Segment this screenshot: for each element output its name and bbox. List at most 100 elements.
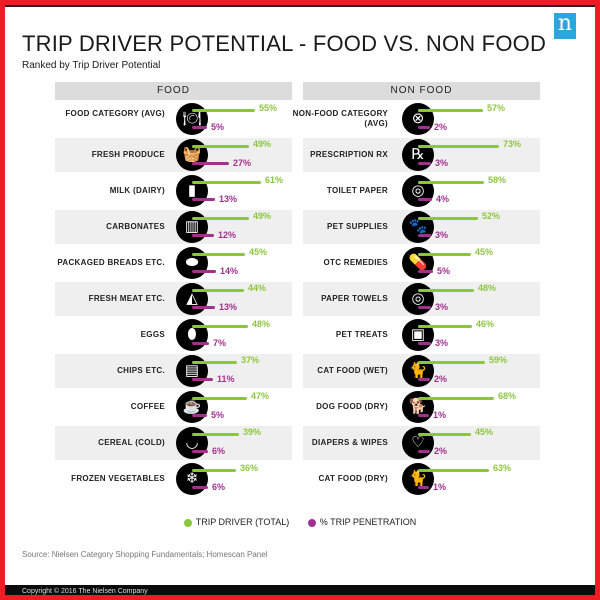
category-label: COFFEE xyxy=(130,402,165,411)
pet-treats-icon: ▣ xyxy=(402,319,434,351)
trip-penetration-value: 6% xyxy=(212,482,226,492)
cereal-bowl-icon: ◡ xyxy=(176,427,208,459)
category-label: PACKAGED BREADS ETC. xyxy=(57,258,165,267)
category-label: CEREAL (COLD) xyxy=(98,438,165,447)
trip-penetration-bar xyxy=(192,234,214,237)
trip-penetration-value: 6% xyxy=(212,446,226,456)
bottle-crate-icon: ▥ xyxy=(176,211,208,243)
trip-penetration-bar xyxy=(192,162,229,165)
trip-driver-value: 49% xyxy=(253,211,272,221)
category-label: CAT FOOD (DRY) xyxy=(318,474,388,483)
category-label: PET TREATS xyxy=(335,330,388,339)
purple-dot-icon xyxy=(307,518,316,527)
category-label: PRESCRIPTION RX xyxy=(310,150,388,159)
trip-driver-bar xyxy=(192,253,245,256)
trip-driver-bar xyxy=(418,109,483,112)
plate-x-icon: ⊗ xyxy=(402,103,434,135)
coffee-cup-icon: ☕ xyxy=(176,391,208,423)
trip-penetration-value: 11% xyxy=(217,374,235,384)
subtitle: Ranked by Trip Driver Potential xyxy=(22,60,161,71)
trip-driver-bar xyxy=(192,433,239,436)
diaper-icon: ♡ xyxy=(402,427,434,459)
trip-penetration-bar xyxy=(192,378,213,381)
trip-driver-bar xyxy=(418,145,499,148)
trip-penetration-value: 3% xyxy=(435,302,449,312)
green-dot-icon xyxy=(183,518,192,527)
trip-driver-value: 61% xyxy=(265,175,284,185)
trip-penetration-bar xyxy=(418,126,430,129)
trip-driver-bar xyxy=(418,469,489,472)
trip-driver-bar xyxy=(192,325,248,328)
rx-icon: ℞ xyxy=(402,139,434,171)
legend-item-trip-penetration: % TRIP PENETRATION xyxy=(307,517,417,527)
trip-penetration-bar xyxy=(192,486,208,489)
trip-driver-value: 39% xyxy=(243,427,262,437)
trip-driver-bar xyxy=(192,361,237,364)
trip-penetration-value: 5% xyxy=(211,122,225,132)
trip-penetration-value: 13% xyxy=(219,302,238,312)
category-label: MILK (DAIRY) xyxy=(109,186,165,195)
trip-penetration-value: 2% xyxy=(434,446,448,456)
chips-bag-icon: ▤ xyxy=(176,355,208,387)
category-label: FRESH MEAT ETC. xyxy=(88,294,165,303)
trip-driver-value: 49% xyxy=(253,139,272,149)
trip-driver-value: 36% xyxy=(240,463,259,473)
trip-driver-bar xyxy=(418,253,471,256)
paper-towel-icon: ◎ xyxy=(402,283,434,315)
trip-driver-value: 44% xyxy=(248,283,267,293)
trip-driver-bar xyxy=(192,181,261,184)
trip-driver-value: 48% xyxy=(252,319,271,329)
milk-carton-icon: ▮ xyxy=(176,175,208,207)
trip-driver-bar xyxy=(192,217,249,220)
egg-icon: ⬮ xyxy=(176,319,208,351)
trip-penetration-bar xyxy=(418,198,432,201)
category-label: CAT FOOD (WET) xyxy=(317,366,388,375)
trip-penetration-value: 2% xyxy=(434,122,448,132)
cat-icon: 🐈 xyxy=(402,463,434,495)
trip-penetration-bar xyxy=(418,450,430,453)
trip-driver-bar xyxy=(418,433,471,436)
bread-icon: ⬬ xyxy=(176,247,208,279)
trip-driver-value: 45% xyxy=(475,427,494,437)
legend-item-trip-driver: TRIP DRIVER (TOTAL) xyxy=(183,517,290,527)
dog-icon: 🐕 xyxy=(402,391,434,423)
trip-penetration-bar xyxy=(418,378,430,381)
plate-cutlery-icon: 🍽 xyxy=(176,103,208,135)
frozen-bag-icon: ❄ xyxy=(176,463,208,495)
trip-penetration-bar xyxy=(192,342,209,345)
trip-penetration-bar xyxy=(418,342,431,345)
trip-penetration-value: 5% xyxy=(211,410,225,420)
trip-penetration-bar xyxy=(418,306,431,309)
non-food-header: NON FOOD xyxy=(303,82,540,100)
trip-driver-bar xyxy=(418,361,485,364)
category-row xyxy=(55,210,292,244)
source-note: Source: Nielsen Category Shopping Fundam… xyxy=(22,550,268,559)
trip-driver-value: 45% xyxy=(475,247,494,257)
category-row xyxy=(55,354,292,388)
trip-penetration-value: 7% xyxy=(213,338,227,348)
trip-penetration-bar xyxy=(418,234,431,237)
category-label: CHIPS ETC. xyxy=(117,366,165,375)
legend-label: TRIP DRIVER (TOTAL) xyxy=(195,517,290,527)
trip-driver-value: 59% xyxy=(489,355,508,365)
trip-penetration-value: 3% xyxy=(435,230,449,240)
trip-penetration-value: 14% xyxy=(220,266,239,276)
trip-driver-value: 46% xyxy=(476,319,495,329)
trip-penetration-value: 1% xyxy=(433,482,447,492)
trip-driver-value: 63% xyxy=(493,463,512,473)
trip-penetration-value: 3% xyxy=(435,338,449,348)
category-row xyxy=(55,138,292,172)
legend-label: % TRIP PENETRATION xyxy=(319,517,417,527)
category-label: OTC REMEDIES xyxy=(323,258,388,267)
category-label: PET SUPPLIES xyxy=(327,222,388,231)
trip-driver-bar xyxy=(192,469,236,472)
trip-driver-bar xyxy=(192,289,244,292)
cat-icon: 🐈 xyxy=(402,355,434,387)
trip-penetration-bar xyxy=(192,414,207,417)
trip-driver-value: 58% xyxy=(488,175,507,185)
trip-penetration-bar xyxy=(192,450,208,453)
infographic: n TRIP DRIVER POTENTIAL - FOOD VS. NON F… xyxy=(5,5,595,595)
trip-driver-value: 48% xyxy=(478,283,497,293)
category-label: DOG FOOD (DRY) xyxy=(316,402,388,411)
trip-penetration-value: 12% xyxy=(218,230,237,240)
